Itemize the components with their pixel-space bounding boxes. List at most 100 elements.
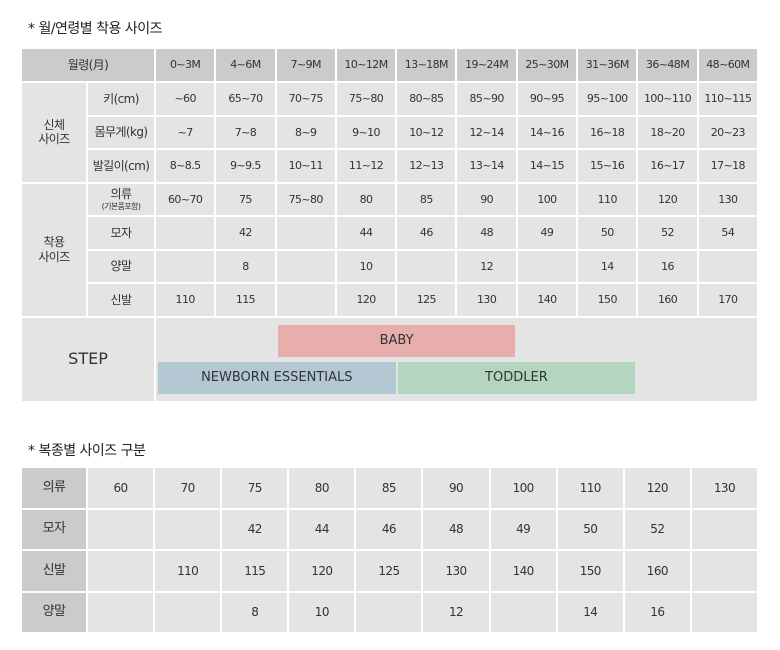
step-label: STEP — [22, 317, 154, 401]
row-label: 모자 — [88, 217, 154, 249]
table-cell: 52 — [638, 217, 697, 249]
table-cell: 14 — [578, 250, 637, 282]
table-cell: 12 — [423, 592, 489, 632]
table-cell — [517, 250, 577, 282]
group-label: 신체 사이즈 — [22, 83, 86, 182]
table-cell: 150 — [557, 551, 623, 591]
table-cell: 80 — [336, 183, 396, 215]
row-label-text: 키(cm) — [103, 91, 139, 106]
row-label-text: 발길이(cm) — [92, 158, 150, 173]
table-cell: 115 — [222, 551, 288, 591]
header-age-9: 48~60M — [698, 49, 757, 81]
table-cell: 90~95 — [517, 83, 577, 115]
row-label-text: 몸무게(kg) — [94, 125, 148, 140]
table-cell: 14~15 — [517, 150, 577, 182]
table-cell: 125 — [397, 284, 456, 316]
table-cell — [156, 250, 215, 282]
table-cell: 150 — [578, 284, 637, 316]
table-cell — [88, 592, 154, 632]
table-cell: 10 — [336, 250, 396, 282]
table-cell: 17~18 — [698, 150, 757, 182]
table-cell: 14 — [557, 592, 623, 632]
header-age-3: 10~12M — [336, 49, 396, 81]
table-cell: 14~16 — [517, 116, 577, 148]
row-label: 모자 — [22, 509, 86, 549]
table-cell: 100~110 — [638, 83, 697, 115]
table-cell: 100 — [517, 183, 577, 215]
table-cell: 120 — [289, 551, 355, 591]
table-cell: 8~9 — [276, 116, 335, 148]
table-cell: 125 — [356, 551, 422, 591]
table-cell: 60~70 — [156, 183, 215, 215]
table-cell: 130 — [698, 183, 757, 215]
table-cell: 110 — [557, 468, 623, 508]
header-age-7: 31~36M — [578, 49, 637, 81]
table-cell: 120 — [336, 284, 396, 316]
section-title-age-sizes: * 월/연령별 착용 사이즈 — [28, 21, 163, 37]
table-cell: 44 — [336, 217, 396, 249]
table-cell: 85 — [356, 468, 422, 508]
row-label-text: 양말 — [110, 259, 132, 274]
table-cell: 110 — [156, 284, 215, 316]
age-size-table: 월령(月) 0~3M 4~6M 7~9M 10~12M 13~18M 19~24M 25~30… — [22, 49, 757, 401]
table-cell — [155, 592, 221, 632]
table-cell: 46 — [356, 509, 422, 549]
table-cell: 15~16 — [578, 150, 637, 182]
row-label: 신발 — [88, 284, 154, 316]
table-cell: 130 — [691, 468, 757, 508]
table-cell: 75~80 — [336, 83, 396, 115]
table-cell: 52 — [624, 509, 690, 549]
table-cell — [156, 217, 215, 249]
table-cell: 160 — [624, 551, 690, 591]
header-age-4: 13~18M — [397, 49, 456, 81]
table-cell: 42 — [216, 217, 275, 249]
table-cell: 49 — [517, 217, 577, 249]
table-cell: 120 — [638, 183, 697, 215]
table-cell: 12~14 — [457, 116, 516, 148]
table-cell: 10~12 — [397, 116, 456, 148]
table-cell: 110 — [578, 183, 637, 215]
table-cell: 130 — [457, 284, 516, 316]
header-age-6: 25~30M — [517, 49, 577, 81]
row-label-text: 모자 — [110, 225, 132, 240]
table-cell: 8 — [216, 250, 275, 282]
row-label: 몸무게(kg) — [88, 116, 154, 148]
table-cell: 75 — [216, 183, 275, 215]
table-cell — [691, 592, 757, 632]
table-cell: 75~80 — [276, 183, 335, 215]
table-cell: 75 — [222, 468, 288, 508]
table-cell: 80~85 — [397, 83, 456, 115]
table-cell: 70 — [155, 468, 221, 508]
table-cell: 13~14 — [457, 150, 516, 182]
table-cell: ~7 — [156, 116, 215, 148]
table-cell — [397, 250, 456, 282]
row-label: 발길이(cm) — [88, 150, 154, 182]
table-cell — [490, 592, 556, 632]
table-cell: 16 — [638, 250, 697, 282]
table-cell: 44 — [289, 509, 355, 549]
row-label: 키(cm) — [88, 83, 154, 115]
table-cell: 85~90 — [457, 83, 516, 115]
table-cell: 90 — [423, 468, 489, 508]
table-cell — [691, 509, 757, 549]
table-cell: 10 — [289, 592, 355, 632]
group-label: 착용 사이즈 — [22, 183, 86, 316]
table-cell: 48 — [457, 217, 516, 249]
table-cell: 115 — [216, 284, 275, 316]
table-cell — [276, 250, 335, 282]
row-label: 의류 — [22, 468, 86, 508]
table-cell: 130 — [423, 551, 489, 591]
table-cell — [88, 509, 154, 549]
section-title-item-sizes: * 복종별 사이즈 구분 — [28, 443, 146, 459]
table-cell: 9~10 — [336, 116, 396, 148]
table-cell: 50 — [557, 509, 623, 549]
table-cell: 16~18 — [578, 116, 637, 148]
table-cell: 18~20 — [638, 116, 697, 148]
table-cell — [691, 551, 757, 591]
table-cell — [155, 509, 221, 549]
table-cell: 120 — [624, 468, 690, 508]
table-cell: 110 — [155, 551, 221, 591]
step-timeline: BABY NEWBORN ESSENTIALS TODDLER — [156, 317, 757, 401]
table-cell: ~60 — [156, 83, 215, 115]
step-bar-baby: BABY — [277, 324, 516, 357]
